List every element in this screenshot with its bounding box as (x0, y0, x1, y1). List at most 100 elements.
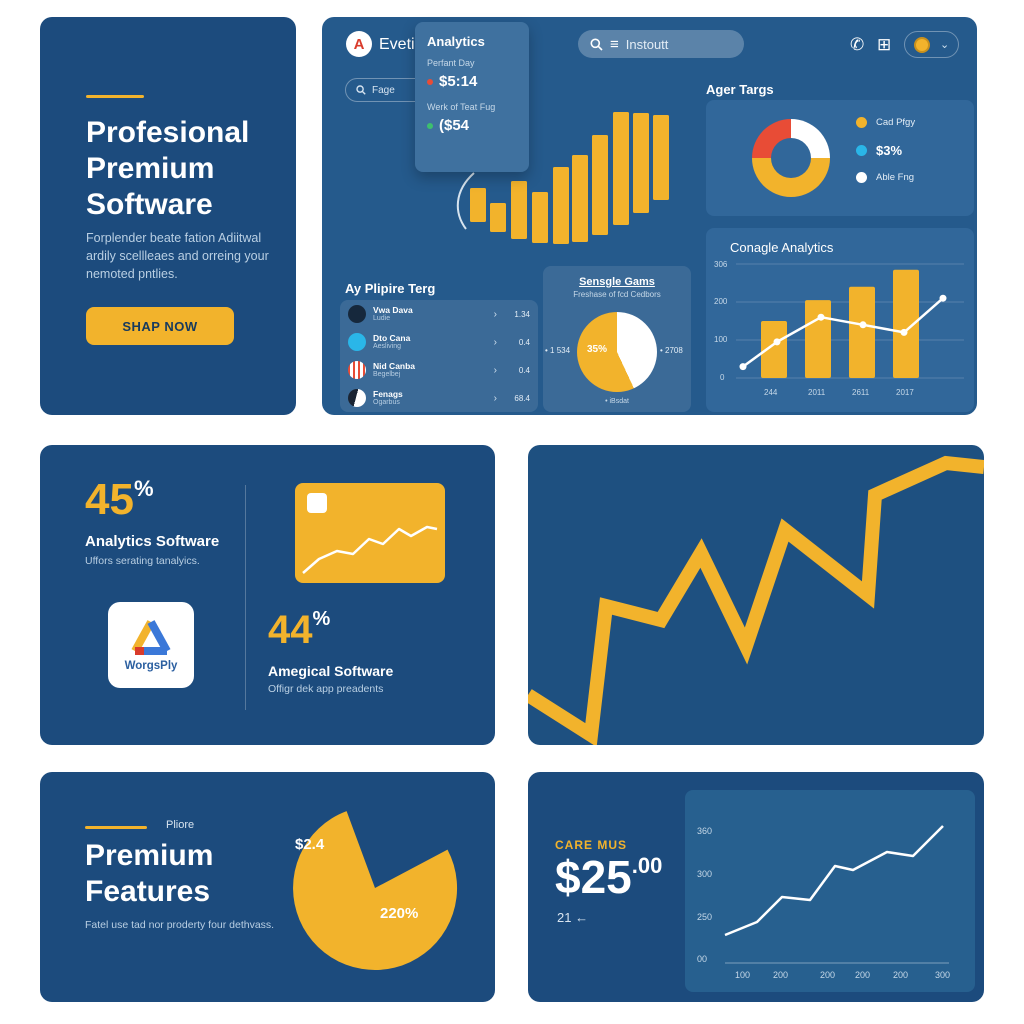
list-item-sub: Ogarbus (373, 398, 400, 406)
stat2-sub: Offigr dek app preadents (268, 683, 384, 695)
divider (245, 485, 246, 710)
stat1-unit: % (133, 476, 154, 501)
premium-title-line2: Features (85, 875, 211, 908)
x-tick: 200 (820, 970, 836, 980)
y-tick: 360 (697, 826, 713, 836)
grid-icon[interactable]: ⊞ (877, 35, 892, 54)
donut-card: Cad Pfgy $3% Able Fng (706, 100, 974, 216)
legend-item: Able Fng (856, 172, 914, 183)
list-item-value: 1.34 (514, 309, 530, 319)
donut-section-title: Ager Targs (706, 82, 774, 97)
chevron-down-icon: ⌄ (940, 39, 950, 51)
donut-hole (771, 138, 811, 178)
list-item[interactable]: Fenags Ogarbus › 68.4 (340, 384, 538, 412)
y-tick: 00 (697, 954, 708, 964)
list-item-name: Fenags (373, 388, 403, 399)
tooltip-label2: Werk of Teat Fug (427, 102, 496, 112)
phone-icon[interactable]: ✆ (850, 35, 865, 54)
hero-title-line1: Profesional (86, 116, 250, 149)
chevron-right-icon[interactable]: › (493, 308, 497, 320)
worgsply-card[interactable]: WorgsPly (108, 602, 194, 688)
x-tick: 244 (764, 388, 778, 397)
list-item-name: Dto Cana (373, 332, 411, 343)
price-sub: 21 ← (557, 910, 589, 925)
stat1-number: 45 (85, 475, 134, 524)
tooltip-title: Analytics (427, 34, 485, 49)
shop-now-button[interactable]: SHAP NOW (86, 307, 234, 345)
tooltip-connector (456, 172, 475, 230)
list-item-name: Vwa Dava (373, 304, 413, 315)
tooltip-value1: $5:14 (439, 73, 478, 90)
avatar (348, 361, 366, 379)
y-tick: 250 (697, 912, 713, 922)
price-dollars: $25 (555, 851, 632, 903)
chevron-right-icon[interactable]: › (493, 336, 497, 348)
list-item[interactable]: Vwa Dava Ludie › 1.34 (340, 300, 538, 328)
price-label: CARE MUS (555, 838, 628, 852)
avatar (348, 305, 366, 323)
legend-item: $3% (856, 143, 902, 158)
x-tick: 2611 (852, 388, 870, 397)
avatar (348, 333, 366, 351)
y-tick: 306 (714, 260, 728, 269)
legend-dot-cyan (856, 145, 867, 156)
price-cents: .00 (631, 853, 663, 878)
x-tick: 100 (735, 970, 751, 980)
stat2-title: Amegical Software (268, 663, 394, 679)
bar-line-title: Conagle Analytics (730, 240, 834, 255)
red-dot-icon (427, 78, 433, 85)
list-item-sub: Aesliving (373, 342, 402, 350)
list-item-sub: Begelbej (373, 370, 401, 378)
bar-line-card: Conagle Analytics 306 200 100 0 244 2011… (706, 228, 974, 412)
search-input[interactable]: ≡ Instoutt (578, 30, 744, 58)
list-item-name: Nid Canba (373, 360, 416, 371)
price-chart-card: 360 300 250 00 100 200 200 200 200 300 (685, 790, 975, 992)
y-tick: 100 (714, 335, 728, 344)
hero-title: Profesional Premium Software (86, 115, 249, 223)
search-text: Instoutt (625, 36, 669, 52)
staircase-line-chart (724, 825, 949, 964)
dashboard-panel: A Eveting ≡ Instoutt ✆ ⊞ ⌄ Fage A (322, 17, 977, 415)
bar-line-chart (736, 263, 964, 379)
pie-card: Sensgle Gams Freshase of fcd Cedbors • 1… (543, 266, 691, 412)
pacman-pie-chart (293, 811, 458, 971)
brand-logo-icon: A (346, 31, 372, 57)
mini-search-text: Fage (372, 84, 395, 96)
pie-card-subtitle: Freshase of fcd Cedbors (573, 290, 661, 299)
zigzag-line-chart (528, 455, 984, 745)
list-item[interactable]: Nid Canba Begelbej › 0.4 (340, 356, 538, 384)
list-card: Vwa Dava Ludie › 1.34 Dto Cana Aesliving… (340, 300, 538, 412)
worgsply-label: WorgsPly (124, 660, 178, 672)
premium-body: Fatel use tad nor proderty four dethvass… (85, 919, 275, 931)
account-pill[interactable]: ⌄ (904, 31, 960, 58)
brand-initial: A (353, 35, 365, 53)
image-card-square (307, 493, 327, 513)
chevron-right-icon[interactable]: › (493, 364, 497, 376)
image-card (295, 483, 445, 583)
premium-title: Premium Features (85, 838, 213, 910)
pie-center-label: 35% (587, 344, 608, 355)
stat1-sub: Uffors serating tanalyics. (85, 555, 200, 567)
tooltip-label1: Perfant Day (427, 58, 475, 68)
legend-label: Able Fng (876, 172, 915, 183)
pie-chart (577, 312, 657, 392)
list-item-sub: Ludie (373, 314, 391, 322)
list-item-value: 0.4 (518, 337, 530, 347)
legend-dot-yellow (856, 117, 867, 128)
hero-title-line2: Premium (86, 152, 215, 185)
list-item[interactable]: Dto Cana Aesliving › 0.4 (340, 328, 538, 356)
legend-item: Cad Pfgy (856, 117, 915, 128)
hero-accent-line (86, 95, 144, 98)
x-tick: 200 (773, 970, 789, 980)
hero-body-text: Forplender beate fation Adiitwal ardily … (86, 231, 269, 282)
x-tick: 2011 (808, 388, 826, 397)
premium-eyebrow: Pliore (166, 819, 195, 831)
legend-label: Cad Pfgy (876, 117, 916, 128)
pie-percent-label: 220% (380, 905, 419, 922)
chevron-right-icon[interactable]: › (493, 392, 497, 404)
stat2: 44% (268, 608, 330, 653)
avatar (348, 389, 366, 407)
stats-panel: 45% Analytics Software Uffors serating t… (40, 445, 495, 745)
pie-left-value: 1 534 (550, 346, 571, 355)
list-item-value: 68.4 (514, 393, 530, 403)
